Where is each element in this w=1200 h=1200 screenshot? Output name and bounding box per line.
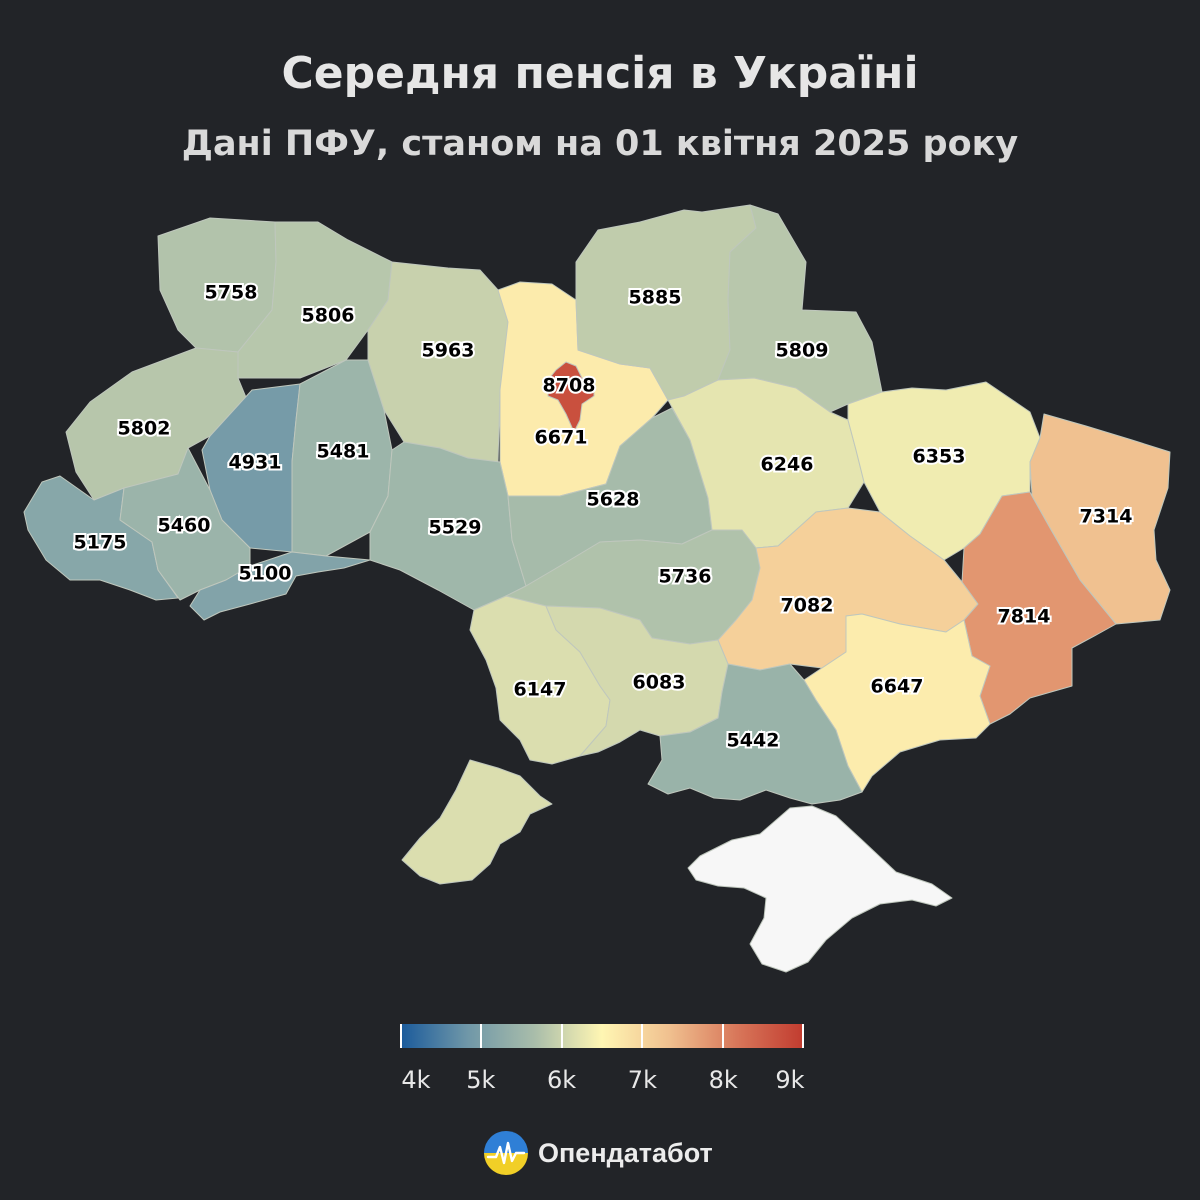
region-chernivtsi[interactable] [189, 551, 371, 621]
region-crimea [687, 805, 953, 973]
legend-tick [560, 1024, 563, 1048]
legend-tick-label: 7k [627, 1066, 657, 1094]
region-value-rivne: 5806 [302, 305, 355, 327]
brand-name: Опендатабот [538, 1137, 713, 1168]
region-value-kherson: 5442 [727, 730, 780, 752]
region-value-cherkasy: 5628 [587, 489, 640, 511]
legend-tick-label: 5k [466, 1066, 496, 1094]
legend-tick [479, 1024, 482, 1048]
brand: Опендатабот [484, 1130, 713, 1176]
color-scale-bar [400, 1024, 804, 1048]
region-value-ivano-frankivsk: 5460 [158, 515, 211, 537]
region-luhansk[interactable] [1029, 413, 1171, 625]
region-value-khmelnytskyi: 5481 [317, 441, 370, 463]
region-value-volyn: 5758 [205, 282, 258, 304]
region-value-luhansk: 7314 [1080, 506, 1133, 528]
legend-tick [400, 1024, 402, 1048]
legend-tick-label: 9k [775, 1066, 805, 1094]
region-value-poltava: 6246 [761, 454, 814, 476]
region-value-kharkiv: 6353 [913, 446, 966, 468]
region-value-zakarpattia: 5175 [74, 532, 127, 554]
region-value-vinnytsia: 5529 [429, 517, 482, 539]
region-value-donetsk: 7814 [998, 606, 1051, 628]
region-value-zaporizhzhia: 6647 [871, 676, 924, 698]
region-value-kyiv-city: 8708 [543, 375, 596, 397]
region-value-dnipropetrovsk: 7082 [781, 595, 834, 617]
region-value-lviv: 5802 [118, 418, 171, 440]
region-value-sumy: 5809 [776, 340, 829, 362]
legend-tick [802, 1024, 804, 1048]
region-value-mykolaiv: 6083 [633, 672, 686, 694]
legend-tick [722, 1024, 725, 1048]
region-value-chernihiv: 5885 [629, 287, 682, 309]
region-value-ternopil: 4931 [229, 452, 282, 474]
ukraine-pulse-logo-icon [484, 1131, 528, 1175]
legend-tick [641, 1024, 644, 1048]
map-subtitle: Дані ПФУ, станом на 01 квітня 2025 року [181, 124, 1019, 164]
region-value-kyiv-oblast: 6671 [535, 427, 588, 449]
region-value-zhytomyr: 5963 [422, 340, 475, 362]
region-value-chernivtsi: 5100 [239, 563, 292, 585]
color-scale-legend [400, 1024, 804, 1048]
region-value-odesa: 6147 [514, 679, 567, 701]
region-zakarpattia[interactable] [23, 475, 179, 601]
map-title: Середня пенсія в Україні [281, 48, 919, 99]
legend-tick-label: 6k [547, 1066, 577, 1094]
legend-tick-label: 4k [401, 1066, 431, 1094]
region-value-kirovohrad: 5736 [659, 566, 712, 588]
legend-tick-label: 8k [708, 1066, 738, 1094]
region-kherson[interactable] [647, 663, 863, 805]
region-kyiv-city[interactable] [547, 361, 595, 433]
region-zhytomyr[interactable] [367, 261, 509, 463]
